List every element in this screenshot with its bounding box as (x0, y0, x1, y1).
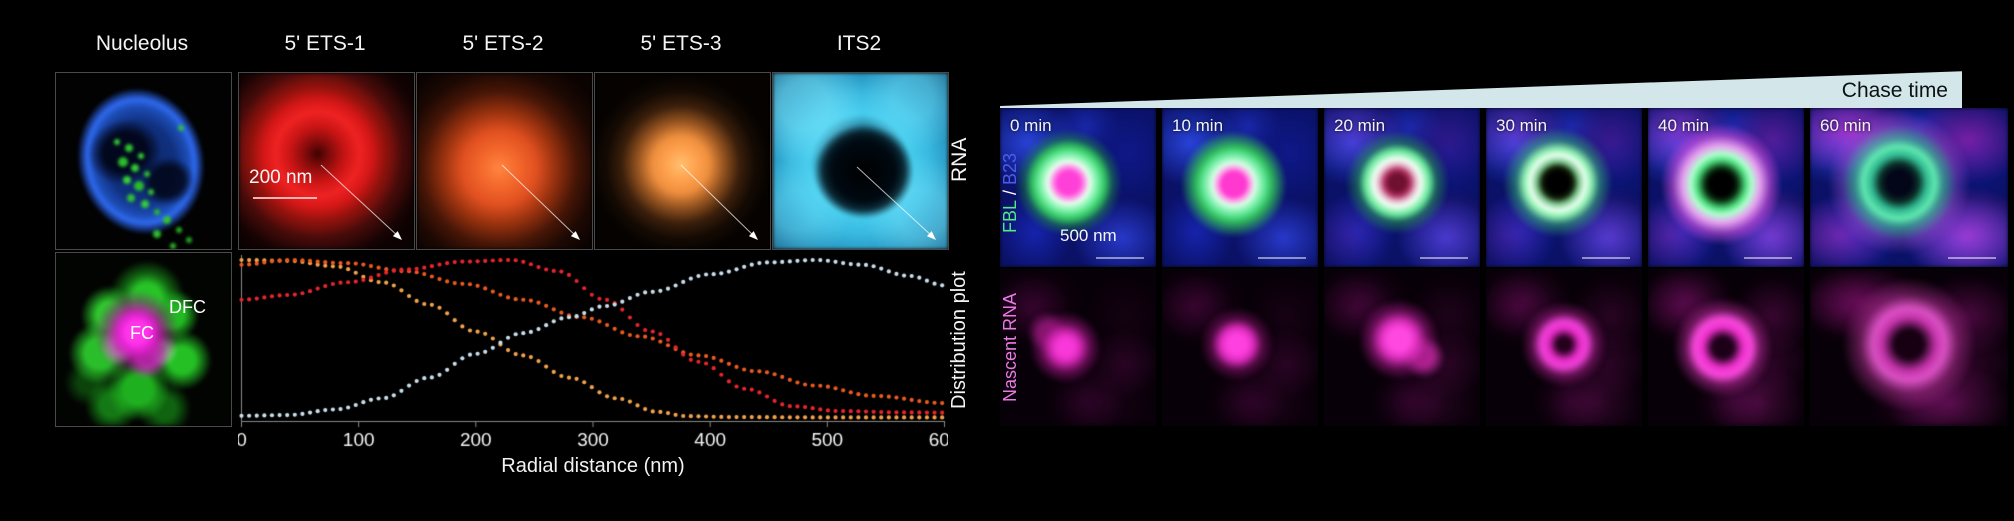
nascent-rna-panel-20min (1324, 269, 1480, 426)
nascent-rna-panel-40min (1648, 269, 1804, 426)
scale-bar (1948, 257, 1996, 259)
row-label-fbl-b23: FBL / B23 (1000, 120, 1022, 265)
5ets1-micrograph: 200 nm (238, 72, 415, 250)
scale-bar-200nm (253, 197, 317, 199)
nucleolus-micrograph (55, 72, 232, 250)
scale-bar (1420, 257, 1468, 259)
nascent-rna-signal (1162, 269, 1318, 426)
nascent-rna-signal (1324, 269, 1480, 426)
nucleus-shape (56, 73, 231, 249)
scale-bar (1744, 257, 1792, 259)
nascent-rna-signal (1000, 269, 1156, 426)
scale-bar-500nm (1096, 257, 1144, 259)
fbl-ring (1000, 108, 1156, 267)
time-label: 30 min (1496, 116, 1548, 135)
time-label: 60 min (1820, 116, 1872, 135)
nucleolus-speckles (114, 139, 120, 145)
nascent-rna-panel-0min (1000, 269, 1156, 426)
fbl-ring (1486, 108, 1642, 267)
fbl-b23-panel-30min: 30 min (1486, 108, 1642, 267)
pointer-arrow-icon (856, 166, 936, 240)
fbl-b23-panel-60min: 60 min (1810, 108, 2008, 267)
its2-micrograph (772, 72, 949, 250)
fbl-ring (1162, 108, 1318, 267)
scale-bar-200nm-label: 200 nm (249, 167, 313, 188)
fbl-b23-panel-10min: 10 min (1162, 108, 1318, 267)
dfc-label: DFC (169, 297, 206, 317)
panel-title-5ets1: 5' ETS-1 (284, 32, 366, 55)
scale-bar (1258, 257, 1306, 259)
fbl-b23-panel-20min: 20 min (1324, 108, 1480, 267)
fbl-label: FBL (1000, 199, 1020, 233)
panel-title-its2: ITS2 (836, 32, 882, 55)
pointer-arrow-icon (501, 164, 580, 240)
5ets1-image (239, 73, 414, 249)
scale-bar (1582, 257, 1630, 259)
5ets3-micrograph (594, 72, 771, 250)
fbl-ring (1648, 108, 1804, 267)
scale-bar-500nm-label: 500 nm (1060, 226, 1117, 245)
separator-label: / (1000, 184, 1020, 200)
b23-label: B23 (1000, 152, 1020, 185)
5ets2-image (417, 73, 592, 249)
nascent-rna-panel-10min (1162, 269, 1318, 426)
fc-dfc-micrograph: DFC FC (55, 252, 232, 427)
pointer-arrow-icon (320, 164, 402, 240)
nascent-rna-signal (1648, 269, 1804, 426)
5ets2-micrograph (416, 72, 593, 250)
its2-image (773, 73, 948, 249)
nucleus-image (56, 73, 231, 249)
nascent-rna-panel-30min (1486, 269, 1642, 426)
distribution-plot-canvas (238, 253, 948, 468)
5ets3-image (595, 73, 770, 249)
row-label-distribution-plot: Distribution plot (948, 271, 970, 409)
time-label: 40 min (1658, 116, 1710, 135)
pointer-arrow-icon (680, 164, 758, 240)
panel-title-5ets2: 5' ETS-2 (462, 32, 544, 55)
time-label: 0 min (1010, 116, 1052, 135)
chase-time-label: Chase time (1841, 79, 1948, 102)
nascent-rna-signal (1486, 269, 1642, 426)
panel-title-5ets3: 5' ETS-3 (640, 32, 722, 55)
x-axis-title: Radial distance (nm) (501, 455, 685, 477)
nascent-rna-signal (1810, 269, 2008, 426)
chase-time-wedge: Chase time (1000, 71, 1962, 108)
time-label: 10 min (1172, 116, 1224, 135)
fbl-ring (1324, 108, 1480, 267)
fc-dfc-image (56, 253, 231, 426)
fc-label: FC (130, 323, 154, 343)
panel-title-nucleolus: Nucleolus (95, 32, 189, 55)
fbl-b23-panel-0min: 0 min 500 nm (1000, 108, 1156, 267)
time-label: 20 min (1334, 116, 1386, 135)
row-label-rna: RNA (948, 137, 971, 183)
nascent-rna-panel-60min (1810, 269, 2008, 426)
fbl-ring (1810, 108, 2008, 267)
fbl-b23-panel-40min: 40 min (1648, 108, 1804, 267)
row-label-nascent-rna: Nascent RNA (1000, 292, 1020, 402)
